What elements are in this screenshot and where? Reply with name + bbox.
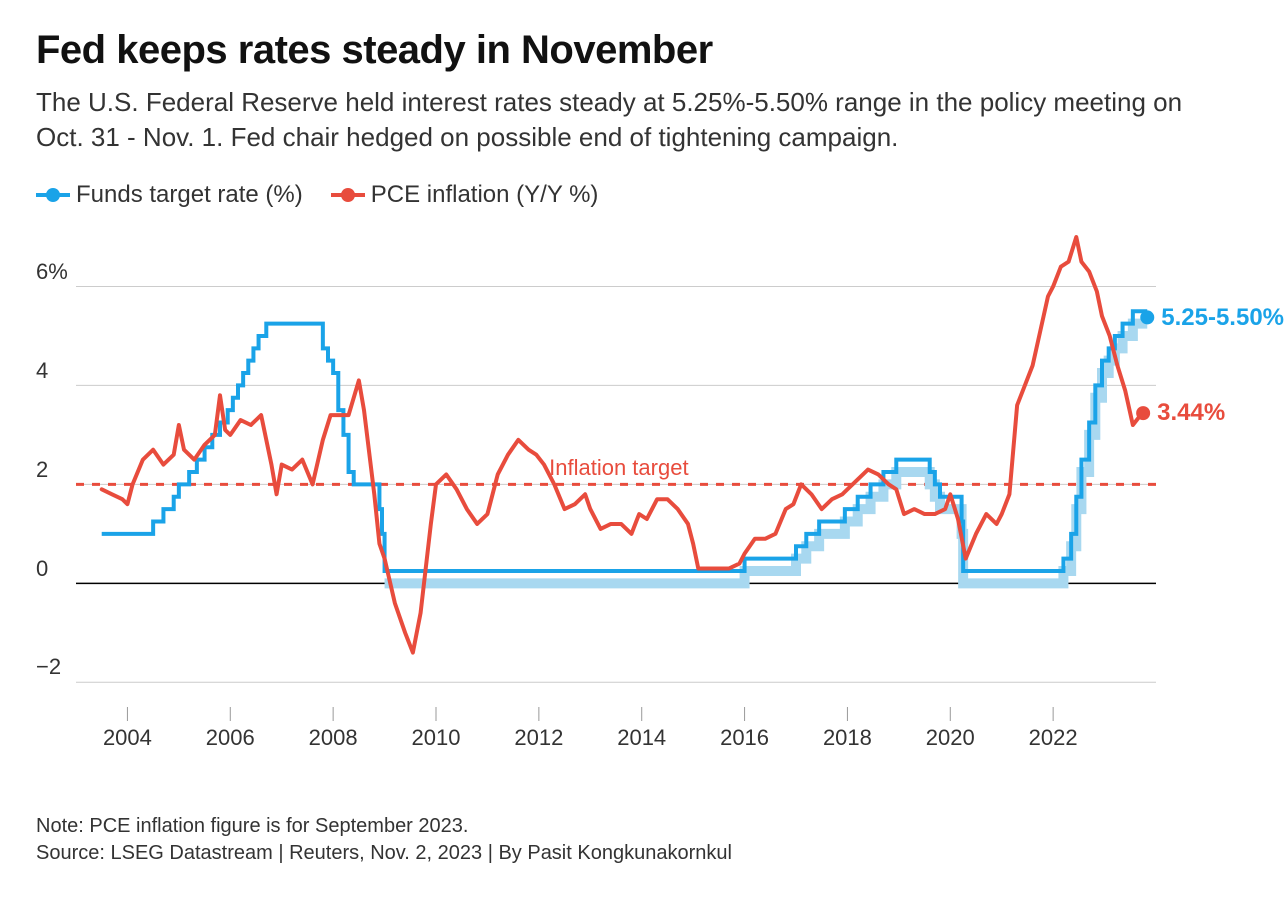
legend-item-funds: Funds target rate (%) bbox=[36, 181, 303, 209]
inflation-target-label: Inflation target bbox=[549, 455, 688, 481]
y-tick-label: 4 bbox=[36, 358, 48, 384]
footer-note: Note: PCE inflation figure is for Septem… bbox=[36, 815, 1252, 838]
legend-label-pce: PCE inflation (Y/Y %) bbox=[371, 181, 599, 209]
x-tick-label: 2004 bbox=[103, 725, 152, 751]
x-tick-label: 2022 bbox=[1029, 725, 1078, 751]
x-tick-label: 2016 bbox=[720, 725, 769, 751]
series-end-label: 3.44% bbox=[1157, 399, 1225, 427]
y-tick-label: 0 bbox=[36, 556, 48, 582]
legend: Funds target rate (%) PCE inflation (Y/Y… bbox=[36, 181, 1252, 209]
x-tick-label: 2014 bbox=[617, 725, 666, 751]
y-tick-label: 6% bbox=[36, 259, 68, 285]
chart-footer: Note: PCE inflation figure is for Septem… bbox=[36, 815, 1252, 865]
legend-label-funds: Funds target rate (%) bbox=[76, 181, 303, 209]
legend-swatch-pce bbox=[331, 188, 365, 202]
x-tick-label: 2020 bbox=[926, 725, 975, 751]
x-tick-label: 2006 bbox=[206, 725, 255, 751]
legend-swatch-funds bbox=[36, 188, 70, 202]
series-end-label: 5.25-5.50% bbox=[1161, 304, 1284, 332]
chart-subtitle: The U.S. Federal Reserve held interest r… bbox=[36, 85, 1226, 155]
footer-source: Source: LSEG Datastream | Reuters, Nov. … bbox=[36, 842, 1252, 865]
x-tick-label: 2018 bbox=[823, 725, 872, 751]
x-tick-label: 2008 bbox=[309, 725, 358, 751]
chart-container: Fed keeps rates steady in November The U… bbox=[0, 0, 1288, 889]
x-tick-label: 2012 bbox=[514, 725, 563, 751]
legend-item-pce: PCE inflation (Y/Y %) bbox=[331, 181, 599, 209]
y-tick-label: −2 bbox=[36, 654, 61, 680]
chart-title: Fed keeps rates steady in November bbox=[36, 28, 1252, 73]
chart-plot: −2 0 2 4 6% 2004 2006 2008 2010 2012 2014 2016 2018 2… bbox=[36, 227, 1252, 787]
y-tick-label: 2 bbox=[36, 457, 48, 483]
x-tick-label: 2010 bbox=[412, 725, 461, 751]
chart-svg bbox=[36, 227, 1252, 787]
